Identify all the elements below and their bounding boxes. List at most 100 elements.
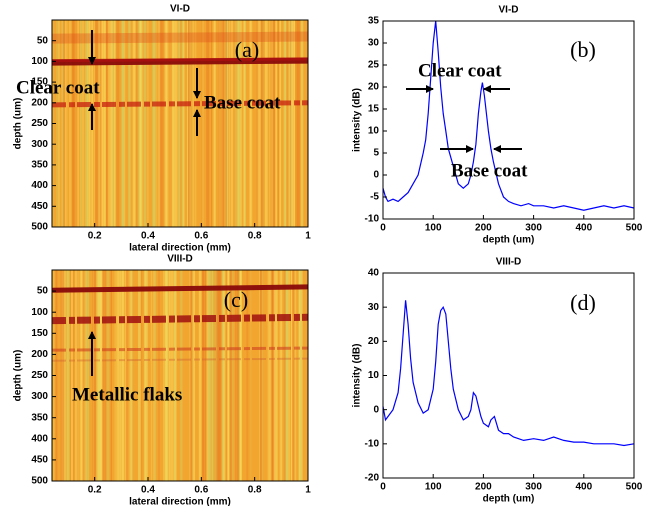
speckle-stripe xyxy=(189,270,191,481)
speckle-stripe xyxy=(249,20,251,227)
speckle-stripe xyxy=(103,20,106,227)
speckle-stripe xyxy=(293,20,296,227)
speckle-stripe xyxy=(288,20,292,227)
speckle-stripe xyxy=(270,20,274,227)
oct-image xyxy=(52,270,308,481)
speckle-stripe xyxy=(260,20,264,227)
speckle-stripe xyxy=(164,20,168,227)
speckle-stripe xyxy=(189,270,191,481)
speckle-stripe xyxy=(210,20,213,227)
speckle-stripe xyxy=(298,270,302,481)
speckle-stripe xyxy=(243,20,246,227)
speckle-stripe xyxy=(87,270,90,481)
y-tick-label: 300 xyxy=(31,139,48,150)
speckle-stripe xyxy=(226,20,228,227)
speckle-stripe xyxy=(290,20,292,227)
annotation: Clear coat xyxy=(16,77,100,98)
speckle-stripe xyxy=(99,20,102,227)
speckle-stripe xyxy=(171,20,174,227)
y-tick-label: 150 xyxy=(31,328,48,339)
speckle-stripe xyxy=(113,20,116,227)
speckle-stripe xyxy=(75,20,77,227)
speckle-stripe xyxy=(276,20,278,227)
x-tick-label: 0.6 xyxy=(194,485,208,496)
speckle-stripe xyxy=(277,20,280,227)
speckle-stripe xyxy=(291,20,293,227)
speckle-stripe xyxy=(97,20,100,227)
speckle-stripe xyxy=(235,270,238,481)
speckle-stripe xyxy=(290,270,294,481)
speckle-stripe xyxy=(137,20,141,227)
speckle-stripe xyxy=(139,270,143,481)
speckle-stripe xyxy=(98,20,101,227)
y-tick-label: 400 xyxy=(31,433,48,444)
speckle-stripe xyxy=(239,20,243,227)
y-tick-label: 0 xyxy=(373,404,379,415)
speckle-stripe xyxy=(222,270,225,481)
y-tick-label: 5 xyxy=(373,148,379,159)
annotation: Base coat xyxy=(451,160,528,181)
x-tick-label: 0 xyxy=(380,482,386,493)
speckle-stripe xyxy=(117,270,120,481)
speckle-stripe xyxy=(140,20,142,227)
speckle-stripe xyxy=(285,270,289,481)
speckle-stripe xyxy=(208,270,211,481)
speckle-stripe xyxy=(182,20,185,227)
speckle-stripe xyxy=(291,270,295,481)
speckle-stripe xyxy=(87,20,91,227)
speckle-stripe xyxy=(227,270,230,481)
speckle-stripe xyxy=(238,270,241,481)
intensity-line xyxy=(382,300,635,447)
speckle-stripe xyxy=(170,270,174,481)
speckle-stripe xyxy=(110,270,112,481)
speckle-stripe xyxy=(81,270,83,481)
speckle-stripe xyxy=(279,270,283,481)
speckle-stripe xyxy=(128,20,131,227)
y-tick-label: 40 xyxy=(368,268,380,279)
x-axis-label: lateral direction (mm) xyxy=(129,243,231,254)
speckle-stripe xyxy=(179,20,182,227)
speckle-stripe xyxy=(62,270,66,481)
speckle-stripe xyxy=(222,270,225,481)
speckle-stripe xyxy=(110,20,113,227)
speckle-stripe xyxy=(56,20,59,227)
speckle-stripe xyxy=(271,270,274,481)
speckle-stripe xyxy=(168,270,171,481)
speckle-stripe xyxy=(122,270,125,481)
y-tick-label: 350 xyxy=(31,412,48,423)
speckle-stripe xyxy=(119,270,122,481)
y-axis-label: intensity (dB) xyxy=(352,344,363,408)
speckle-stripe xyxy=(107,20,111,227)
speckle-stripe xyxy=(63,270,65,481)
y-tick-label: 100 xyxy=(31,307,48,318)
x-tick-label: 1 xyxy=(305,231,311,242)
y-tick-label: 0 xyxy=(373,170,379,181)
speckle-stripe xyxy=(178,20,181,227)
panel-title: VI-D xyxy=(499,5,519,16)
speckle-stripe xyxy=(157,20,161,227)
speckle-stripe xyxy=(267,270,270,481)
speckle-stripe xyxy=(280,270,283,481)
y-tick-label: 20 xyxy=(368,82,380,93)
speckle-stripe xyxy=(71,20,75,227)
speckle-stripe xyxy=(139,20,142,227)
speckle-stripe xyxy=(174,270,176,481)
speckle-stripe xyxy=(81,20,85,227)
speckle-stripe xyxy=(144,270,146,481)
speckle-stripe xyxy=(92,270,94,481)
speckle-stripe xyxy=(279,20,282,227)
speckle-stripe xyxy=(271,20,274,227)
y-tick-label: -10 xyxy=(365,438,380,449)
speckle-stripe xyxy=(66,20,68,227)
speckle-stripe xyxy=(61,270,64,481)
speckle-stripe xyxy=(222,270,224,481)
x-tick-label: 200 xyxy=(475,223,492,234)
speckle-stripe xyxy=(216,270,219,481)
y-axis-label: depth (um) xyxy=(13,98,24,150)
speckle-stripe xyxy=(271,20,275,227)
speckle-stripe xyxy=(178,20,181,227)
speckle-stripe xyxy=(98,270,101,481)
speckle-stripe xyxy=(264,20,268,227)
speckle-stripe xyxy=(96,270,99,481)
